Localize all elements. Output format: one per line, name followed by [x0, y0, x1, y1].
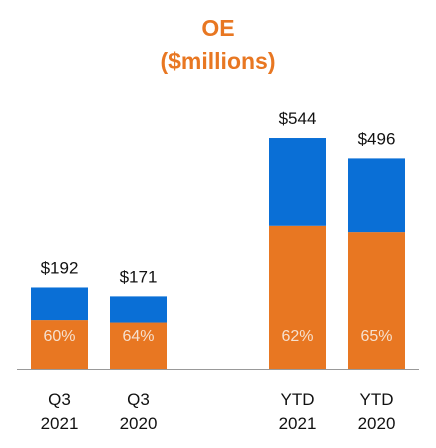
bar-share-label: 60% — [43, 328, 75, 345]
bar-share-label: 62% — [281, 328, 313, 345]
bar-segment-bottom — [110, 322, 167, 369]
bar-segment-bottom — [31, 320, 88, 369]
x-tick-label: Q3 — [127, 390, 150, 409]
bar-total-label: $544 — [279, 109, 317, 128]
chart-title: OE — [201, 15, 235, 41]
x-tick-label: Q3 — [48, 390, 71, 409]
bar-segment-top — [31, 287, 88, 321]
x-tick-label: 2021 — [41, 414, 79, 433]
x-tick-label: 2020 — [358, 414, 396, 433]
bar-total-label: $192 — [41, 258, 79, 277]
bar-share-label: 64% — [122, 328, 154, 345]
bar-segment-bottom — [269, 225, 326, 369]
x-tick-label: 2020 — [120, 414, 158, 433]
bar-segment-top — [348, 158, 405, 233]
bar-segment-bottom — [348, 232, 405, 369]
bar-segment-top — [269, 138, 326, 226]
bar-share-label: 65% — [360, 328, 392, 345]
bar-total-label: $171 — [120, 267, 158, 286]
bar-segment-top — [110, 296, 167, 323]
x-tick-label: 2021 — [279, 414, 317, 433]
chart-subtitle: ($millions) — [160, 48, 276, 74]
x-tick-label: YTD — [360, 390, 394, 409]
x-tick-label: YTD — [281, 390, 315, 409]
bar-total-label: $496 — [358, 129, 396, 148]
